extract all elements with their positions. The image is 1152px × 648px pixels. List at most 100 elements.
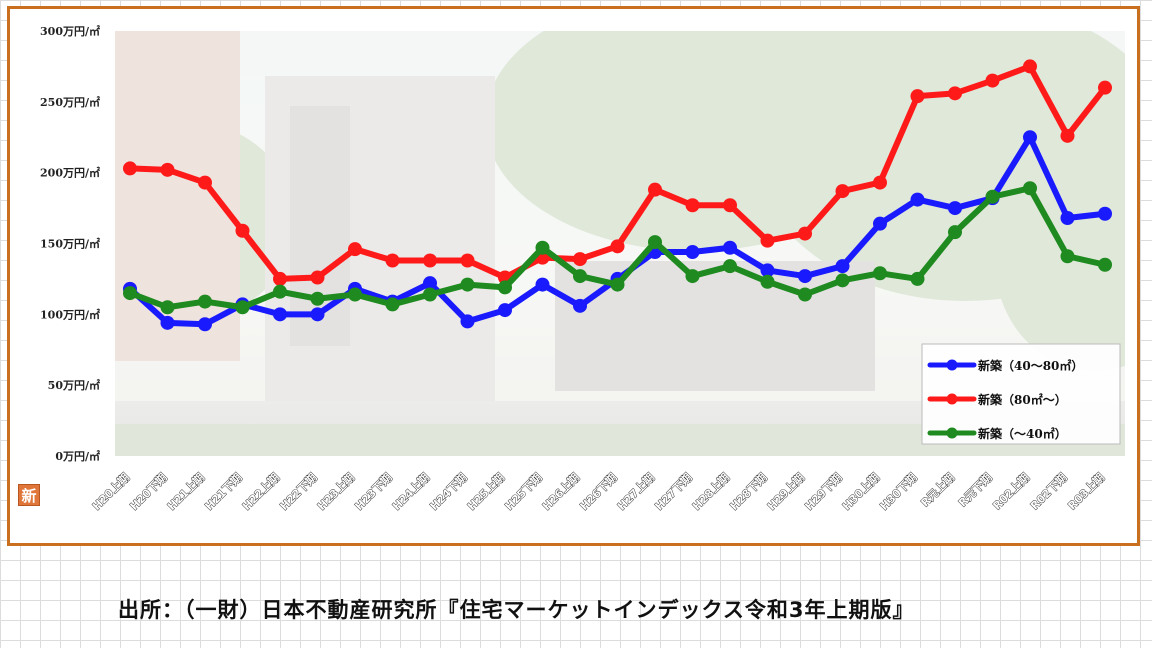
x-tick-label: H26下期 — [577, 470, 620, 513]
x-tick-label: R02下期 — [1027, 470, 1069, 512]
data-point — [198, 317, 212, 332]
data-point — [610, 239, 625, 254]
data-point — [1023, 181, 1037, 196]
data-point — [385, 297, 400, 312]
x-tick-label: H25下期 — [502, 470, 545, 513]
data-point — [910, 89, 925, 104]
y-axis-ticks: 0万円/㎡ 50万円/㎡ 100万円/㎡ 150万円/㎡ 200万円/㎡ 250万円/㎡ 3… — [40, 24, 100, 463]
x-tick-label: H30下期 — [877, 470, 920, 513]
data-point — [1023, 59, 1037, 74]
legend-marker — [946, 393, 958, 405]
x-tick-label: H21下期 — [202, 470, 245, 513]
data-point — [648, 235, 662, 250]
x-tick-label: H28上期 — [689, 470, 732, 513]
data-point — [835, 184, 850, 199]
data-point — [348, 242, 362, 257]
legend-label: 新築（～40㎡） — [978, 426, 1067, 441]
data-point — [1060, 249, 1075, 264]
x-tick-label: H20上期 — [89, 470, 132, 513]
data-point — [573, 252, 587, 267]
data-point — [423, 276, 437, 291]
data-point — [498, 280, 512, 295]
x-tick-label: H21上期 — [164, 470, 207, 513]
legend-label: 新築（80㎡～） — [978, 392, 1067, 407]
data-point — [198, 294, 212, 309]
data-point — [460, 277, 475, 292]
x-tick-label: H28下期 — [727, 470, 770, 513]
data-point — [948, 201, 962, 216]
y-tick-label: 300万円/㎡ — [40, 24, 100, 38]
x-tick-label: H27上期 — [614, 470, 657, 513]
source-citation: 出所：（一財）日本不動産研究所『住宅マーケットインデックス令和3年上期版』 — [118, 598, 915, 622]
y-tick-label: 50万円/㎡ — [48, 378, 100, 392]
x-tick-label: H23下期 — [352, 470, 395, 513]
legend-marker — [946, 359, 958, 371]
data-point — [123, 161, 137, 176]
series-0 — [123, 130, 1112, 332]
data-point — [235, 223, 250, 238]
data-point — [1098, 257, 1112, 272]
data-point — [310, 291, 325, 306]
data-point — [460, 314, 475, 329]
data-point — [310, 270, 325, 285]
data-point — [1060, 128, 1075, 143]
x-tick-label: R03上期 — [1065, 470, 1107, 512]
data-point — [910, 271, 925, 286]
data-point — [910, 192, 925, 207]
data-point — [835, 273, 850, 288]
data-point — [798, 269, 812, 284]
x-tick-label: H22下期 — [277, 470, 320, 513]
data-point — [498, 303, 512, 318]
data-point — [948, 86, 962, 101]
x-tick-label: H20下期 — [127, 470, 170, 513]
data-point — [985, 73, 1000, 88]
data-point — [160, 300, 175, 315]
data-point — [1023, 130, 1037, 145]
data-point — [573, 298, 587, 313]
data-point — [835, 259, 850, 274]
data-point — [273, 307, 287, 322]
data-point — [273, 271, 287, 286]
data-point — [1060, 211, 1075, 225]
series-1 — [123, 59, 1112, 286]
x-tick-label: H24下期 — [427, 470, 470, 513]
data-point — [873, 266, 887, 281]
legend-label: 新築（40～80㎡） — [978, 358, 1083, 373]
y-tick-label: 200万円/㎡ — [40, 166, 100, 180]
x-tick-label: H29下期 — [802, 470, 845, 513]
y-tick-label: 250万円/㎡ — [40, 95, 100, 109]
x-tick-label: H23上期 — [314, 470, 357, 513]
y-tick-label: 100万円/㎡ — [40, 307, 100, 321]
new-badge-icon: 新 — [18, 484, 40, 506]
data-point — [760, 274, 775, 289]
series-2 — [123, 181, 1112, 315]
data-point — [160, 315, 175, 330]
data-point — [798, 226, 812, 241]
x-tick-label: H30上期 — [839, 470, 882, 513]
data-point — [348, 287, 362, 302]
data-point — [798, 287, 812, 302]
data-point — [873, 175, 887, 190]
y-tick-label: 150万円/㎡ — [40, 237, 100, 251]
data-point — [535, 240, 550, 255]
data-point — [273, 284, 287, 299]
data-point — [123, 286, 137, 301]
data-point — [573, 269, 587, 284]
data-point — [535, 277, 550, 292]
legend: 新築（40～80㎡） 新築（80㎡～） 新築（～40㎡） — [921, 343, 1121, 445]
x-tick-label: H24上期 — [389, 470, 432, 513]
x-tick-label: R02上期 — [990, 470, 1032, 512]
x-axis-ticks: H20上期H20下期H21上期H21下期H22上期H22下期H23上期H23下期… — [89, 470, 1108, 514]
data-point — [610, 277, 625, 292]
series-layer — [123, 59, 1112, 332]
x-tick-label: H25上期 — [464, 470, 507, 513]
x-tick-label: H27下期 — [652, 470, 695, 513]
data-point — [948, 225, 962, 240]
data-point — [985, 189, 1000, 204]
legend-marker — [946, 427, 958, 439]
data-point — [423, 287, 437, 302]
data-point — [760, 233, 775, 248]
data-point — [385, 253, 400, 268]
data-point — [760, 263, 775, 278]
